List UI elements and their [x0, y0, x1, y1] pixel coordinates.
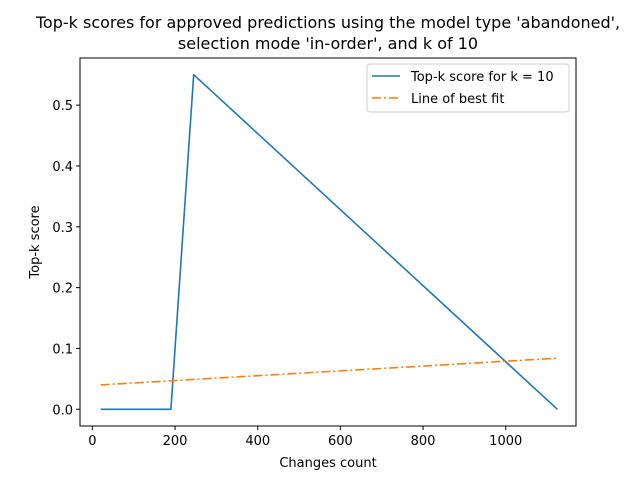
y-tick-label: 0.0 [52, 403, 73, 418]
y-axis: 0.0 0.1 0.2 0.3 0.4 0.5 [52, 99, 80, 418]
y-tick-label: 0.1 [52, 342, 73, 357]
y-tick-label: 0.3 [52, 221, 73, 236]
x-tick-label: 0 [88, 434, 96, 449]
x-tick-label: 400 [245, 434, 270, 449]
legend-label-top-k: Top-k score for k = 10 [410, 70, 554, 85]
x-tick-label: 200 [163, 434, 188, 449]
legend-label-best-fit: Line of best fit [411, 92, 504, 107]
x-axis-label: Changes count [279, 456, 376, 471]
x-tick-label: 800 [411, 434, 436, 449]
y-axis-label: Top-k score [28, 205, 43, 279]
series-line-1 [100, 357, 558, 386]
legend: Top-k score for k = 10 Line of best fit [366, 63, 570, 113]
y-tick-label: 0.5 [52, 99, 73, 114]
series-line-0 [100, 73, 558, 411]
y-tick-label: 0.4 [52, 160, 73, 175]
y-tick-label: 0.2 [52, 282, 73, 297]
x-tick-label: 1000 [489, 434, 522, 449]
x-tick-label: 600 [328, 434, 353, 449]
plot-area [100, 73, 558, 411]
x-axis: 0 200 400 600 800 1000 [88, 426, 522, 449]
plot-frame [79, 57, 577, 427]
chart-title-line-2: selection mode 'in-order', and k of 10 [178, 34, 478, 53]
chart-title-line-1: Top-k scores for approved predictions us… [35, 13, 620, 32]
legend-box [366, 63, 570, 113]
